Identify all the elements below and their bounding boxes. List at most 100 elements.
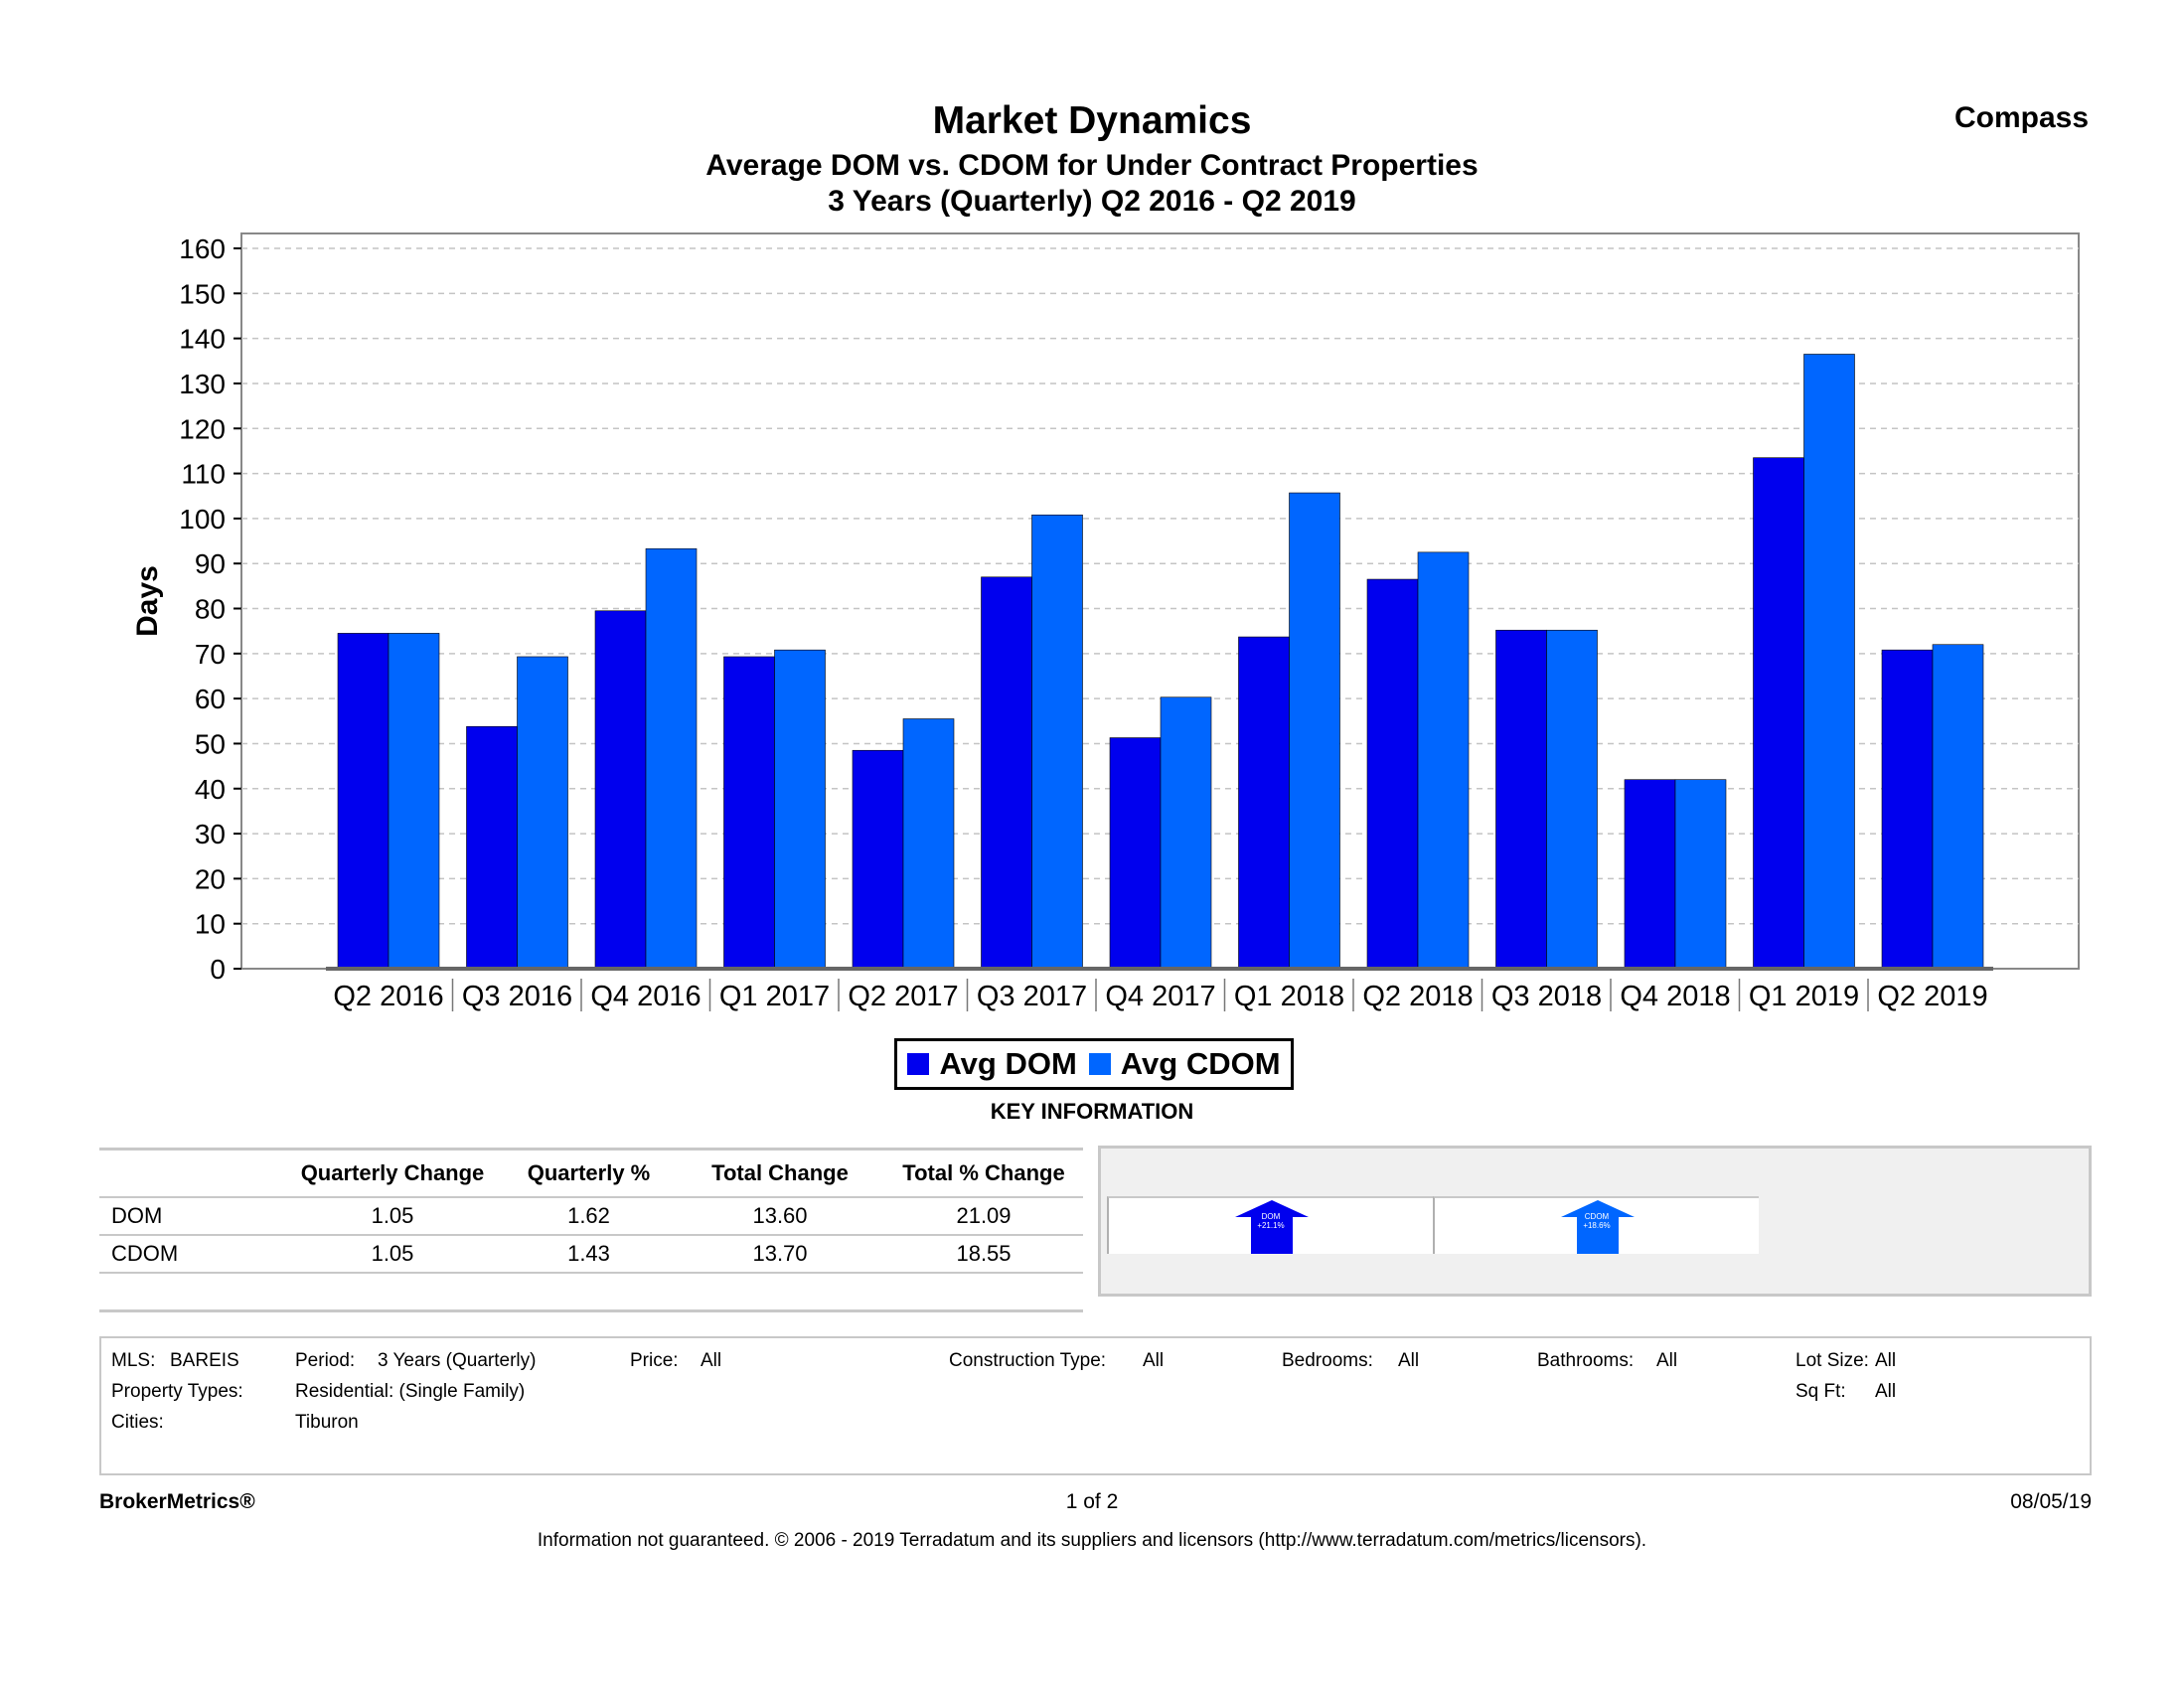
- y-tick-label: 40: [195, 774, 226, 805]
- dom-up-arrow-icon: [1235, 1200, 1309, 1254]
- criteria-bedrooms-label: Bedrooms:: [1282, 1350, 1373, 1371]
- table-header: Quarterly Change: [283, 1148, 502, 1198]
- y-tick-label: 70: [195, 639, 226, 670]
- bar-cdom: [1417, 551, 1470, 970]
- bar-cdom: [1546, 629, 1598, 970]
- criteria-cities-value: Tiburon: [295, 1412, 359, 1433]
- bar-cdom: [645, 547, 698, 970]
- bar-cdom: [1031, 514, 1083, 970]
- table-cell: 1.43: [502, 1235, 676, 1274]
- y-tick-label: 90: [195, 548, 226, 579]
- x-tick-label: Q4 2017: [1105, 981, 1215, 1012]
- bar-cdom: [1674, 779, 1727, 970]
- table-row: CDOM 1.05 1.43 13.70 18.55: [99, 1235, 1083, 1274]
- key-information-heading: KEY INFORMATION: [990, 1099, 1194, 1124]
- dom-arrow-change: +21.1%: [1257, 1221, 1285, 1230]
- y-tick-label: 60: [195, 684, 226, 714]
- chart-title: Market Dynamics: [932, 99, 1252, 142]
- table-header: Quarterly %: [502, 1148, 676, 1198]
- y-tick-label: 30: [195, 819, 226, 849]
- table-cell: 13.60: [676, 1197, 884, 1236]
- key-information-table: Quarterly Change Quarterly % Total Chang…: [99, 1148, 1083, 1312]
- table-cell: 18.55: [884, 1235, 1083, 1274]
- bar-cdom: [1932, 644, 1984, 970]
- y-tick-label: 100: [179, 504, 226, 535]
- table-cell: 21.09: [884, 1197, 1083, 1236]
- dom-arrow-text: DOM +21.1%: [1109, 1212, 1433, 1230]
- bar-dom: [594, 610, 647, 970]
- x-tick-label: Q3 2018: [1491, 981, 1602, 1012]
- table-cell: 1.05: [283, 1235, 502, 1274]
- bar-dom: [723, 656, 775, 970]
- legend-item-dom: Avg DOM: [907, 1046, 1077, 1082]
- criteria-cities-label: Cities:: [111, 1412, 164, 1433]
- search-criteria-box: MLS: BAREIS Period: 3 Years (Quarterly) …: [99, 1336, 2092, 1475]
- table-cell: 1.62: [502, 1197, 676, 1236]
- x-tick-label: Q4 2018: [1620, 981, 1730, 1012]
- x-tick-label: Q1 2018: [1234, 981, 1344, 1012]
- x-tick-label: Q2 2018: [1362, 981, 1473, 1012]
- y-tick-label: 130: [179, 369, 226, 399]
- criteria-bathrooms-label: Bathrooms:: [1537, 1350, 1635, 1371]
- table-header-row: Quarterly Change Quarterly % Total Chang…: [99, 1148, 1083, 1198]
- x-tick-label: Q2 2016: [333, 981, 443, 1012]
- footer-brand: BrokerMetrics®: [99, 1490, 255, 1513]
- table-header: Total % Change: [884, 1148, 1083, 1198]
- criteria-sqft-label: Sq Ft:: [1795, 1381, 1846, 1402]
- criteria-bedrooms-value: All: [1398, 1350, 1420, 1371]
- x-tick-label: Q2 2017: [848, 981, 958, 1012]
- y-tick-label: 140: [179, 324, 226, 355]
- criteria-mls-label: MLS:: [111, 1350, 156, 1371]
- y-tick-label: 80: [195, 594, 226, 625]
- table-row-label: DOM: [99, 1197, 283, 1236]
- cdom-arrow-text: CDOM +18.6%: [1435, 1212, 1759, 1230]
- bar-cdom: [1289, 492, 1340, 970]
- legend-swatch-dom: [907, 1053, 930, 1075]
- table-cell: 13.70: [676, 1235, 884, 1274]
- x-tick-label: Q1 2019: [1749, 981, 1859, 1012]
- criteria-property-types-label: Property Types:: [111, 1381, 243, 1402]
- criteria-property-types-value: Residential: (Single Family): [295, 1381, 526, 1402]
- footer-page-number: 1 of 2: [1065, 1490, 1119, 1513]
- change-arrows-panel: DOM +21.1% CDOM +18.6%: [1098, 1146, 2092, 1297]
- chart-subtitle: Average DOM vs. CDOM for Under Contract …: [705, 149, 1479, 182]
- criteria-sqft-value: All: [1875, 1381, 1897, 1402]
- cdom-change-cell: CDOM +18.6%: [1433, 1196, 1759, 1254]
- x-tick-label: Q3 2016: [462, 981, 572, 1012]
- criteria-price-label: Price:: [630, 1350, 679, 1371]
- criteria-construction-label: Construction Type:: [949, 1350, 1107, 1371]
- criteria-bathrooms-value: All: [1656, 1350, 1678, 1371]
- y-tick-label: 120: [179, 413, 226, 444]
- bar-dom: [1238, 636, 1290, 970]
- table-cell: 1.05: [283, 1197, 502, 1236]
- table-header: Total Change: [676, 1148, 884, 1198]
- table-row-label: CDOM: [99, 1235, 283, 1274]
- bar-dom: [1366, 578, 1419, 970]
- criteria-lotsize-value: All: [1875, 1350, 1897, 1371]
- criteria-period-value: 3 Years (Quarterly): [378, 1350, 537, 1371]
- y-tick-label: 110: [181, 459, 226, 490]
- table-header-empty: [99, 1148, 283, 1198]
- x-tick-label: Q2 2019: [1877, 981, 1987, 1012]
- legend-swatch-cdom: [1088, 1053, 1111, 1075]
- dom-change-cell: DOM +21.1%: [1107, 1196, 1433, 1254]
- table-spacer-row: [99, 1273, 1083, 1312]
- criteria-construction-value: All: [1143, 1350, 1165, 1371]
- bar-cdom: [517, 656, 568, 970]
- bar-dom: [852, 749, 904, 970]
- criteria-period-label: Period:: [295, 1350, 356, 1371]
- y-tick-label: 160: [179, 233, 226, 264]
- y-axis-label: Days: [131, 565, 164, 637]
- y-tick-label: 20: [195, 863, 226, 894]
- brand-name: Compass: [1953, 101, 2089, 134]
- bar-dom: [1109, 737, 1162, 970]
- bar-dom: [1881, 649, 1934, 970]
- y-tick-label: 150: [179, 278, 226, 309]
- dom-arrow-label: DOM: [1261, 1212, 1281, 1221]
- bar-cdom: [1803, 354, 1855, 970]
- y-tick-label: 10: [195, 909, 226, 940]
- bar-dom: [1753, 457, 1804, 970]
- bar-cdom: [388, 633, 440, 970]
- footer-date: 08/05/19: [2010, 1490, 2092, 1513]
- table-row: DOM 1.05 1.62 13.60 21.09: [99, 1197, 1083, 1236]
